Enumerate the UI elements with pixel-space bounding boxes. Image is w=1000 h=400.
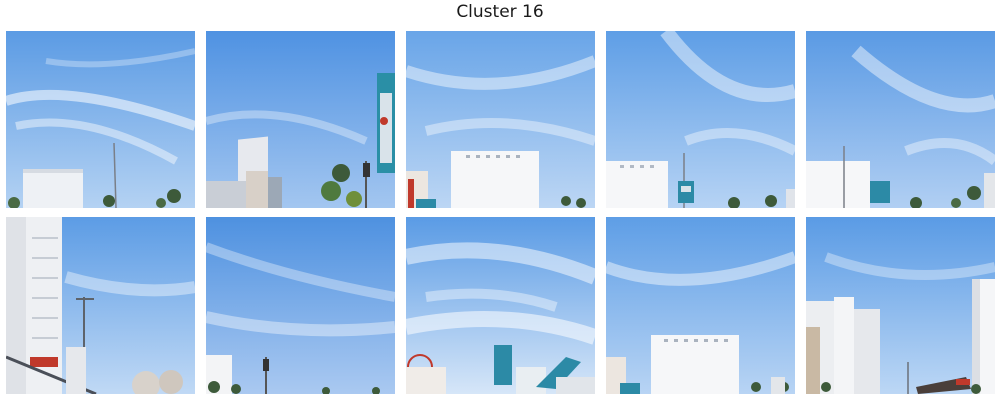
street-view-photo: [406, 217, 595, 394]
figure-title: Cluster 16: [456, 2, 544, 22]
image-tile: [806, 217, 995, 394]
street-view-photo: [6, 31, 195, 208]
street-view-photo: [406, 31, 595, 208]
street-view-photo: [806, 31, 995, 208]
street-view-photo: [606, 217, 795, 394]
street-view-photo: [206, 217, 395, 394]
street-view-photo: [206, 31, 395, 208]
street-view-photo: [806, 217, 995, 394]
image-tile: [206, 217, 395, 394]
image-grid: [6, 31, 996, 397]
image-tile: [806, 31, 995, 208]
image-tile: [6, 31, 195, 208]
image-tile: [406, 31, 595, 208]
image-tile: [606, 217, 795, 394]
image-tile: [206, 31, 395, 208]
street-view-photo: [6, 217, 195, 394]
image-tile: [6, 217, 195, 394]
image-tile: [606, 31, 795, 208]
image-tile: [406, 217, 595, 394]
street-view-photo: [606, 31, 795, 208]
